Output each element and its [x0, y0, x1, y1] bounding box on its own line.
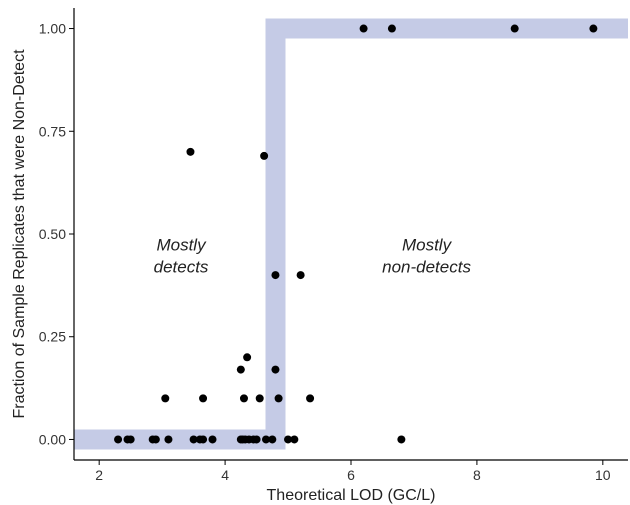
data-point	[387, 24, 396, 33]
annotation-line: Mostly	[402, 235, 453, 254]
data-point	[189, 435, 198, 444]
data-point	[243, 353, 252, 362]
x-tick-label: 8	[473, 467, 481, 483]
x-tick-label: 4	[221, 467, 229, 483]
data-point	[114, 435, 123, 444]
step-band	[74, 18, 628, 450]
data-point	[262, 435, 271, 444]
data-point	[268, 435, 277, 444]
annotation-line: non-detects	[382, 257, 471, 276]
data-point	[589, 24, 598, 33]
y-tick-label: 1.00	[39, 21, 66, 37]
data-point	[296, 271, 305, 280]
data-point	[199, 394, 208, 403]
y-tick-label: 0.00	[39, 431, 66, 447]
x-axis-title: Theoretical LOD (GC/L)	[267, 487, 436, 504]
points-layer	[114, 24, 598, 444]
step-band-layer	[74, 18, 628, 450]
y-axis-title: Fraction of Sample Replicates that were …	[11, 49, 28, 419]
data-point	[271, 271, 280, 280]
data-point	[510, 24, 519, 33]
y-tick-label: 0.25	[39, 329, 66, 345]
data-point	[186, 147, 195, 156]
data-point	[199, 435, 208, 444]
data-point	[161, 394, 170, 403]
x-tick-label: 2	[95, 467, 103, 483]
annotation-text: Mostly non-detects	[382, 235, 471, 276]
data-point	[252, 435, 261, 444]
data-point	[164, 435, 173, 444]
data-point	[284, 435, 293, 444]
axes-layer: 2 4 6 8 10 0.00 0.25 0.50 0.75 1.00	[39, 8, 628, 483]
data-point	[236, 365, 245, 374]
x-tick-label: 6	[347, 467, 355, 483]
annotation-text: Mostly detects	[154, 235, 209, 276]
data-point	[359, 24, 368, 33]
data-point	[306, 394, 315, 403]
x-tick-label: 10	[595, 467, 611, 483]
data-point	[274, 394, 283, 403]
annotation-line: detects	[154, 257, 209, 276]
annotation-layer: Mostly detects Mostly non-detects	[154, 235, 472, 276]
data-point	[239, 394, 248, 403]
data-point	[271, 365, 280, 374]
data-point	[255, 394, 264, 403]
annotation-line: Mostly	[156, 235, 207, 254]
data-point	[290, 435, 299, 444]
data-point	[151, 435, 160, 444]
data-point	[126, 435, 135, 444]
data-point	[260, 151, 269, 160]
y-tick-label: 0.50	[39, 226, 66, 242]
data-point	[397, 435, 406, 444]
y-tick-label: 0.75	[39, 123, 66, 139]
data-point	[208, 435, 217, 444]
